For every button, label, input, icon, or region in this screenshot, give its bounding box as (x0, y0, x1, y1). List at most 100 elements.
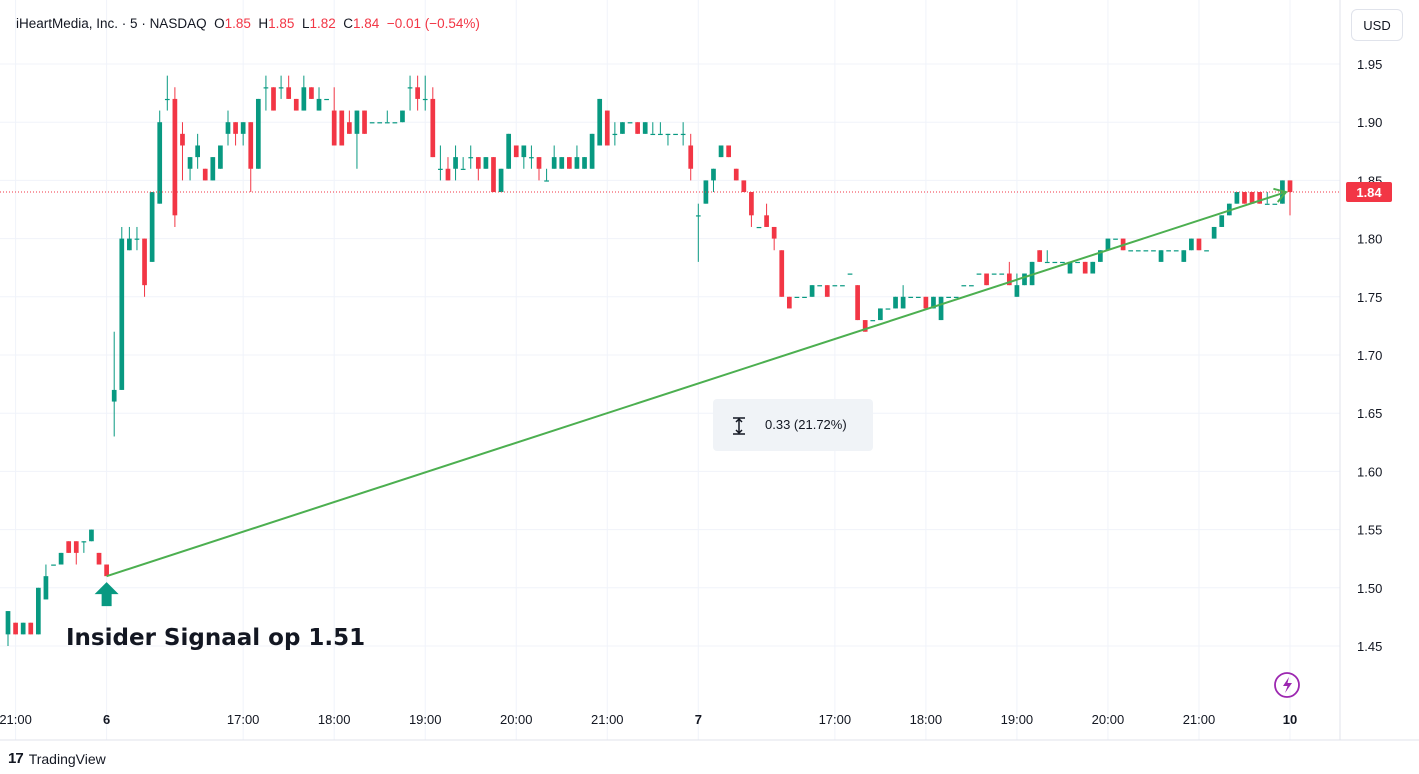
candle-body (460, 168, 466, 170)
candle (445, 157, 451, 181)
candle-body (688, 145, 694, 169)
interval[interactable]: 5 (130, 16, 138, 31)
open-label: O (214, 16, 225, 31)
candle (536, 157, 542, 181)
candle-body (430, 98, 436, 158)
candle (1029, 261, 1035, 286)
candle-body (1037, 250, 1043, 262)
candle-body (999, 273, 1005, 275)
candle (28, 622, 34, 635)
candle-body (1287, 180, 1293, 193)
candle-body (1219, 215, 1225, 227)
price-axis[interactable]: 1.451.501.551.601.651.701.751.801.851.90… (1357, 57, 1382, 654)
candle (240, 122, 246, 146)
candle-body (931, 296, 936, 309)
candle (400, 110, 405, 123)
candle (316, 87, 322, 111)
price-tick-label: 1.45 (1357, 639, 1382, 654)
candle-body (620, 122, 625, 134)
candle-body (407, 87, 413, 89)
measure-label-box[interactable]: 0.33 (21.72%) (713, 399, 873, 451)
trendline-group[interactable] (106, 187, 1288, 578)
candle (817, 285, 823, 287)
candle (195, 133, 200, 169)
lightning-icon[interactable] (1274, 672, 1300, 698)
candle-body (89, 529, 94, 542)
candle (1135, 250, 1141, 252)
candle (749, 192, 754, 227)
candle (1113, 238, 1118, 240)
candle (362, 110, 367, 134)
candle (286, 75, 292, 99)
candle-body (134, 238, 140, 240)
candle (855, 285, 860, 321)
currency-button[interactable]: USD (1351, 9, 1403, 41)
tradingview-branding[interactable]: 17 TradingView (8, 750, 106, 767)
candle-body (1052, 261, 1058, 264)
candle-body (862, 320, 868, 332)
candle-body (521, 145, 527, 158)
candle (415, 75, 420, 111)
candle (726, 145, 732, 158)
time-tick-label: 20:00 (500, 712, 533, 727)
candle-body (961, 285, 967, 287)
candle (1234, 192, 1240, 204)
signal-marker (94, 582, 119, 607)
time-axis[interactable]: 21:00 6 17:00 18:00 19:00 20:00 21:00 7 17:00 18:… (0, 712, 1297, 727)
candle (66, 541, 72, 553)
open-value: 1.85 (224, 16, 251, 31)
candle-body (1067, 261, 1073, 274)
symbol-name[interactable]: iHeartMedia, Inc. (16, 16, 119, 31)
candle (786, 296, 792, 309)
price-tick-label: 1.55 (1357, 523, 1382, 538)
candle-body (855, 285, 860, 321)
candle-body (809, 285, 815, 297)
candle-body (1029, 261, 1035, 286)
time-tick-label: 10 (1283, 712, 1297, 727)
candle (498, 168, 504, 193)
candle (673, 133, 678, 136)
candle-body (779, 250, 785, 297)
candle-body (13, 622, 18, 635)
candle (1204, 250, 1209, 252)
candle (658, 122, 663, 136)
candle (1082, 261, 1088, 274)
candle (908, 296, 914, 298)
candle-body (1257, 192, 1263, 204)
candle (566, 157, 572, 169)
candle-body (225, 122, 231, 134)
candle-body (908, 296, 914, 298)
close-value: 1.84 (353, 16, 380, 31)
candle (733, 168, 739, 181)
candle-body (1014, 285, 1020, 297)
candle-body (309, 87, 314, 99)
candle-body (733, 168, 739, 181)
candle (5, 611, 11, 646)
candle (529, 145, 534, 169)
candle-body (1044, 261, 1050, 264)
candle (1143, 250, 1149, 252)
candle-body (316, 98, 322, 111)
candle (218, 145, 223, 169)
candle (89, 529, 94, 542)
candle (1219, 215, 1225, 227)
candle (612, 122, 618, 146)
candle (1128, 250, 1134, 252)
candle (134, 226, 140, 251)
candle (438, 145, 443, 181)
candle (20, 622, 26, 635)
candle (984, 273, 989, 286)
candle (233, 122, 238, 146)
candle (35, 587, 41, 635)
candle-body (58, 552, 64, 565)
candle (665, 133, 671, 146)
candle-body (878, 308, 883, 321)
candle (832, 285, 838, 287)
candle (1166, 250, 1171, 252)
candle (210, 157, 216, 181)
candle-body (589, 133, 595, 169)
price-tick-label: 1.65 (1357, 406, 1382, 421)
measure-box (713, 399, 873, 451)
candle (491, 157, 496, 193)
